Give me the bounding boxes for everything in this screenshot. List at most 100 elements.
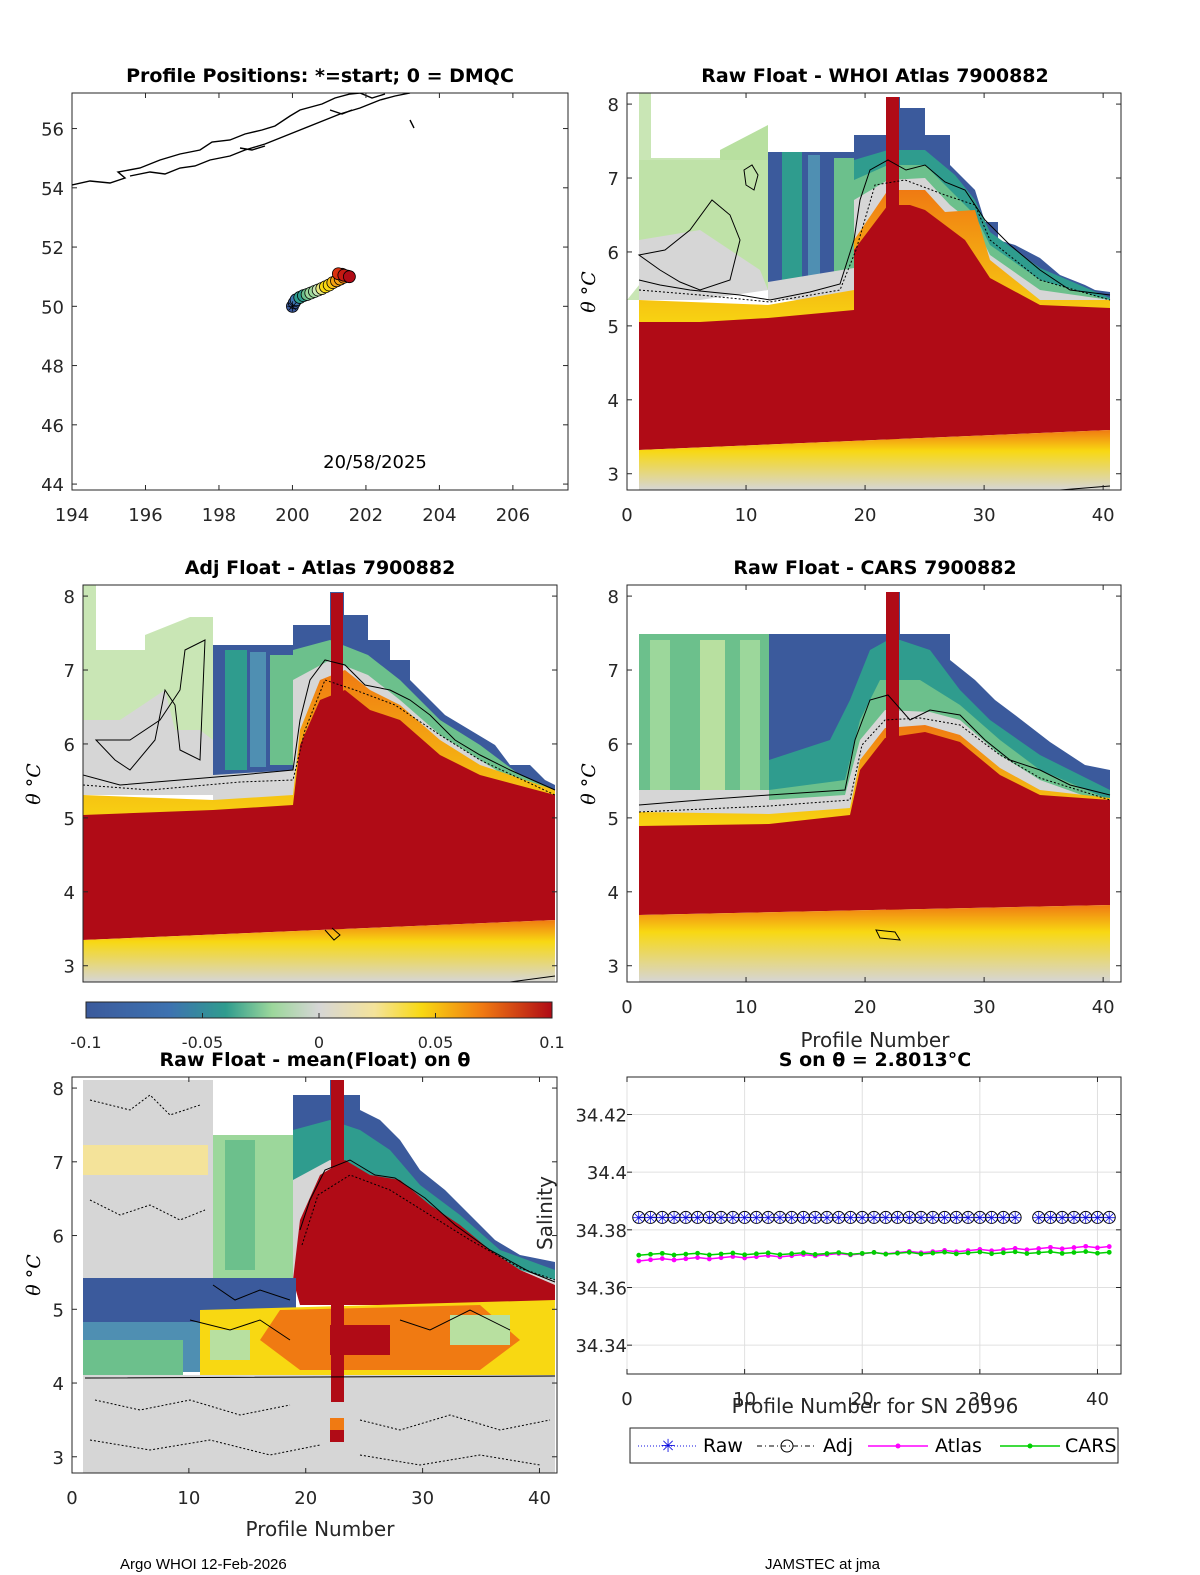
adj-atlas-heatmap [83, 585, 556, 982]
raw-mean-heatmap [83, 1080, 556, 1473]
atlas-point [1095, 1245, 1100, 1251]
y-tick-label: 6 [53, 1227, 64, 1248]
raw-cars-ylabel: θ °C [578, 763, 600, 805]
raw-mean-ylabel: θ °C [23, 1254, 45, 1296]
contour-line [638, 694, 1111, 806]
cars-point [695, 1250, 700, 1256]
y-tick-label: 4 [608, 883, 619, 904]
raw-point: ✳ [679, 1208, 692, 1227]
cars-point [742, 1252, 748, 1258]
salinity-x-axis: 0 10 20 30 40 [621, 1077, 1109, 1410]
raw-point: ✳ [644, 1208, 657, 1227]
cars-point [718, 1251, 724, 1257]
x-tick-label: 206 [496, 505, 530, 526]
y-tick-label: 5 [64, 809, 75, 830]
raw-point: ✳ [973, 1208, 986, 1227]
y-tick-label: 6 [608, 243, 619, 264]
raw-cars-heatmap [638, 592, 1111, 982]
cars-point [753, 1251, 759, 1257]
raw-point: ✳ [785, 1208, 798, 1227]
adj-atlas-title: Adj Float - Atlas 7900882 [185, 557, 456, 579]
cars-point [765, 1250, 771, 1256]
legend-cars-marker [1027, 1443, 1033, 1449]
legend-item-adj: Adj [757, 1435, 853, 1457]
y-tick-label: 7 [53, 1153, 64, 1174]
raw-point: ✳ [1032, 1208, 1045, 1227]
cars-point [1095, 1250, 1100, 1256]
raw-point: ✳ [1091, 1208, 1104, 1227]
atlas-point [695, 1255, 700, 1260]
salinity-axes-box [626, 1076, 1122, 1375]
atlas-point [1071, 1245, 1077, 1250]
map-date: 20/58/2025 [323, 452, 427, 473]
raw-cars-x-axis: 0 10 20 30 40 [621, 585, 1115, 1018]
raw-point: ✳ [867, 1208, 880, 1227]
atlas-point [659, 1256, 665, 1261]
cars-point [801, 1250, 806, 1256]
footer-left: Argo WHOI 12-Feb-2026 [120, 1556, 287, 1573]
atlas-point [1059, 1246, 1065, 1252]
colorbar-tick-label: 0.05 [418, 1033, 454, 1052]
y-tick-label: 5 [53, 1300, 64, 1321]
colorbar-tick-label: 0.1 [539, 1033, 564, 1052]
raw-mean-x-axis: 0 10 20 30 40 [66, 1077, 551, 1509]
raw-point: ✳ [750, 1208, 763, 1227]
raw-point: ✳ [738, 1208, 751, 1227]
x-tick-label: 0 [66, 1488, 77, 1509]
atlas-point [648, 1257, 653, 1263]
y-tick-label: 6 [608, 735, 619, 756]
x-tick-label: 40 [1092, 505, 1115, 526]
cars-point [777, 1252, 783, 1257]
atlas-point [636, 1258, 642, 1264]
raw-atlas-ylabel: θ °C [578, 271, 600, 313]
raw-point: ✳ [961, 1208, 974, 1227]
y-tick-label: 8 [53, 1079, 64, 1100]
y-tick-label: 8 [64, 587, 75, 608]
raw-mean-xlabel: Profile Number [246, 1517, 396, 1541]
raw-point: ✳ [691, 1208, 704, 1227]
legend-cars-label: CARS [1065, 1435, 1117, 1457]
legend: ✳ Raw Adj Atlas CARS [629, 1427, 1119, 1464]
x-tick-label: 10 [735, 997, 758, 1018]
profile-position-marker [342, 270, 356, 284]
y-tick-label: 34.4 [587, 1163, 627, 1184]
salinity-y-axis: 34.34 34.36 34.38 34.4 34.42 [575, 1105, 1121, 1357]
map-title: Profile Positions: *=start; 0 = DMQC [126, 65, 514, 87]
cars-point [836, 1250, 842, 1256]
x-tick-label: 30 [968, 1389, 991, 1410]
raw-atlas-heatmap [627, 93, 1111, 490]
x-tick-label: 0 [621, 505, 632, 526]
y-tick-label: 3 [608, 957, 619, 978]
raw-point: ✳ [656, 1208, 669, 1227]
x-tick-label: 198 [202, 505, 236, 526]
raw-point: ✳ [879, 1208, 892, 1227]
legend-item-cars: CARS [1000, 1435, 1117, 1457]
raw-atlas-y-axis: 3 4 5 6 7 8 [608, 95, 1121, 486]
cars-point [659, 1250, 665, 1256]
x-tick-label: 196 [128, 505, 162, 526]
raw-point: ✳ [797, 1208, 810, 1227]
y-tick-label: 34.34 [575, 1336, 627, 1357]
x-tick-label: 0 [621, 1389, 632, 1410]
colorbar-tick-label: -0.05 [182, 1033, 223, 1052]
salinity-title: S on θ = 2.8013°C [779, 1049, 971, 1071]
raw-point: ✳ [891, 1208, 904, 1227]
x-tick-label: 40 [528, 1488, 551, 1509]
raw-point: ✳ [726, 1208, 739, 1227]
raw-mean-y-axis: 3 4 5 6 7 8 [53, 1079, 557, 1469]
y-tick-label: 3 [608, 465, 619, 486]
x-tick-label: 10 [177, 1488, 200, 1509]
start-marker: ✳ [287, 299, 299, 315]
atlas-point [730, 1254, 736, 1259]
raw-point: ✳ [1103, 1208, 1116, 1227]
cars-point [848, 1251, 853, 1257]
cars-point [906, 1249, 912, 1255]
atlas-point [671, 1257, 677, 1263]
raw-atlas-panel: Raw Float - WHOI Atlas 7900882 [578, 65, 1122, 526]
adj-atlas-panel: Adj Float - Atlas 7900882 θ °C 3 4 5 6 7 8 [23, 557, 558, 983]
raw-point: ✳ [703, 1208, 716, 1227]
cars-point [789, 1251, 795, 1257]
raw-cars-xlabel: Profile Number [801, 1028, 951, 1052]
raw-point: ✳ [844, 1208, 857, 1227]
